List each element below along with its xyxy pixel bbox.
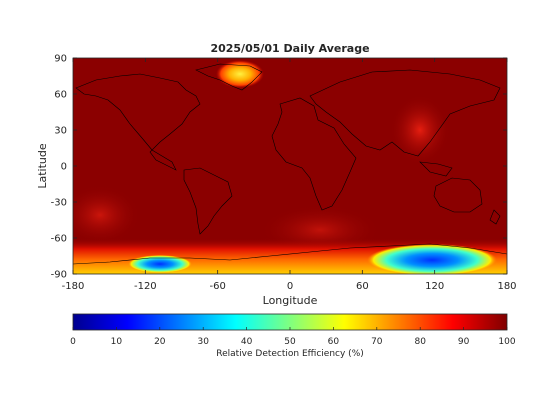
europe-africa-coast xyxy=(271,97,357,211)
y-tick-label: -60 xyxy=(51,234,67,245)
colorbar-tick-label: 0 xyxy=(70,337,76,347)
map-plot-area: -180 -120 -60 0 60 120 180 90 60 30 0 -30 -60 -90 xyxy=(51,54,517,293)
y-axis-label: Latitude xyxy=(36,143,49,189)
colorbar-tick-label: 90 xyxy=(458,337,470,347)
x-tick-label: -60 xyxy=(209,281,225,292)
south-america-coast xyxy=(183,167,233,235)
colorbar-gradient xyxy=(73,314,507,330)
x-axis-label: Longitude xyxy=(263,294,318,307)
colorbar-tick-label: 10 xyxy=(111,337,123,347)
colorbar-tick-label: 70 xyxy=(371,337,383,347)
greenland-coast xyxy=(195,63,263,91)
australia-coast xyxy=(433,177,483,213)
asia-red-glow xyxy=(390,95,450,165)
colorbar-tick-label: 80 xyxy=(414,337,426,347)
colorbar-tick-label: 30 xyxy=(197,337,209,347)
x-tick-marks: -180 -120 -60 0 60 120 180 xyxy=(62,58,517,292)
x-tick-label: -180 xyxy=(62,281,85,292)
indonesia-coast xyxy=(419,161,453,177)
map-heat-features xyxy=(73,60,507,274)
y-tick-label: -90 xyxy=(51,270,67,281)
colorbar-tick-label: 100 xyxy=(498,337,515,347)
asia-coast xyxy=(309,69,501,157)
colorbar-tick-label: 50 xyxy=(284,337,296,347)
x-tick-label: 0 xyxy=(287,281,293,292)
y-tick-label: -30 xyxy=(51,198,67,209)
colorbar-tick-label: 20 xyxy=(154,337,166,347)
x-tick-label: 60 xyxy=(356,281,369,292)
y-tick-label: 60 xyxy=(54,90,67,101)
y-tick-marks: 90 60 30 0 -30 -60 -90 xyxy=(51,54,507,281)
antarctica-west-low xyxy=(128,255,192,273)
north-america-coast xyxy=(75,73,201,171)
antarctica-coast xyxy=(73,243,507,265)
new-zealand-coast xyxy=(489,209,501,225)
colorbar-tick-label: 40 xyxy=(241,337,253,347)
y-tick-label: 90 xyxy=(54,54,67,65)
pacific-red-glow xyxy=(73,185,140,245)
coastlines xyxy=(73,63,507,265)
map-title: 2025/05/01 Daily Average xyxy=(210,42,369,55)
colorbar: 0 10 20 30 40 50 60 70 80 90 100 Relative Detectio… xyxy=(70,313,516,359)
colorbar-label: Relative Detection Efficiency (%) xyxy=(216,349,364,359)
y-tick-label: 30 xyxy=(54,126,67,137)
antarctica-east-low xyxy=(367,244,497,274)
x-tick-label: 180 xyxy=(497,281,516,292)
colorbar-ticks: 0 10 20 30 40 50 60 70 80 90 100 xyxy=(70,327,516,347)
x-tick-label: 120 xyxy=(425,281,444,292)
colorbar-tick-label: 60 xyxy=(328,337,340,347)
y-tick-label: 0 xyxy=(61,162,67,173)
x-tick-label: -120 xyxy=(134,281,157,292)
